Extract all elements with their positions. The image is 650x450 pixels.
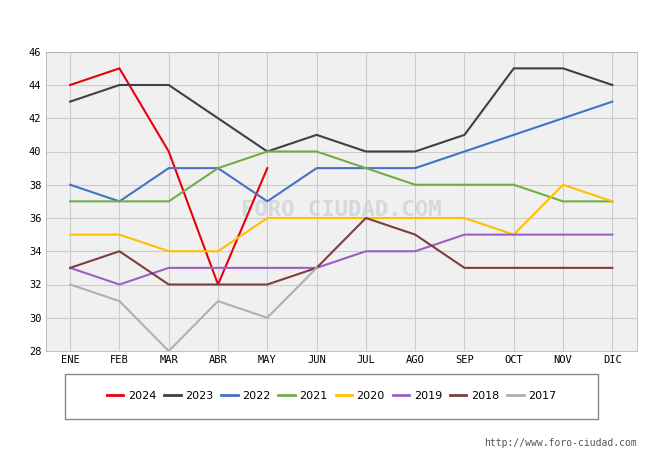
- Text: FORO CIUDAD.COM: FORO CIUDAD.COM: [241, 200, 441, 220]
- Text: http://www.foro-ciudad.com: http://www.foro-ciudad.com: [484, 438, 637, 448]
- Text: Afiliados en Albornos a 31/5/2024: Afiliados en Albornos a 31/5/2024: [168, 14, 482, 33]
- Legend: 2024, 2023, 2022, 2021, 2020, 2019, 2018, 2017: 2024, 2023, 2022, 2021, 2020, 2019, 2018…: [107, 391, 556, 401]
- FancyBboxPatch shape: [65, 374, 598, 419]
